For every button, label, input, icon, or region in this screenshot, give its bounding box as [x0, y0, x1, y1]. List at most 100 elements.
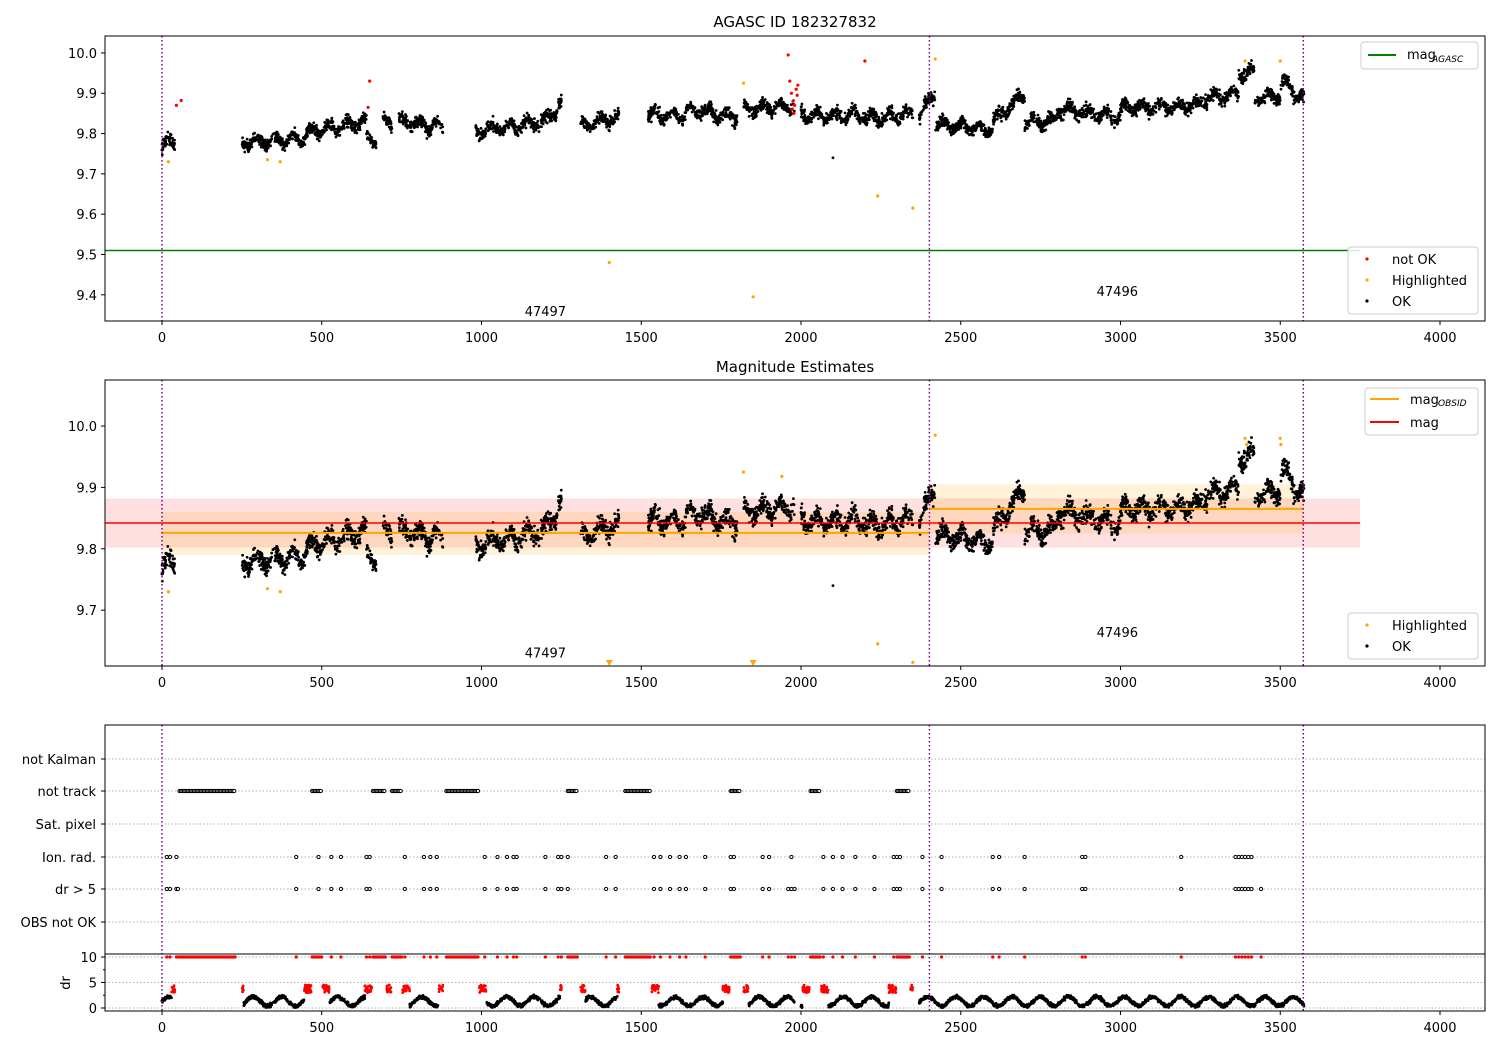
ok-point [1202, 104, 1206, 107]
not-ok-point [368, 79, 372, 83]
ok-point [758, 100, 762, 104]
ok-point [1024, 125, 1027, 129]
ok-point [1090, 116, 1093, 120]
ok-point [1065, 100, 1069, 104]
ok-point [1149, 112, 1153, 115]
ok-point [1017, 98, 1020, 101]
ok-point [258, 564, 262, 567]
ok-point [970, 133, 974, 137]
ok-point [269, 144, 272, 148]
ok-point [1196, 97, 1200, 100]
ok-point [968, 133, 971, 137]
ok-point [415, 524, 419, 528]
ok-point [579, 122, 583, 126]
ok-point [264, 570, 268, 573]
ok-point [771, 109, 775, 113]
ok-point [486, 120, 490, 124]
ok-point [287, 141, 291, 145]
ok-point [319, 130, 323, 134]
ok-point [890, 106, 894, 110]
ok-point [1010, 103, 1014, 106]
ok-point [313, 132, 317, 136]
ok-point [599, 110, 603, 114]
ok-point [341, 119, 345, 123]
ok-point [505, 120, 509, 124]
ok-point [1029, 112, 1033, 116]
ok-point [917, 116, 921, 120]
ok-point [346, 523, 349, 526]
ok-point [1257, 104, 1260, 107]
ok-point [847, 108, 851, 112]
ok-point [335, 540, 339, 544]
ok-point [1290, 87, 1294, 91]
ok-point [753, 109, 757, 112]
ok-point [966, 127, 970, 131]
ok-point [404, 518, 407, 522]
ok-point [522, 114, 526, 118]
ok-point [315, 137, 319, 141]
ok-point [266, 569, 270, 573]
ok-point [312, 121, 316, 125]
ok-point [1080, 108, 1084, 112]
ok-point [1004, 110, 1008, 114]
ok-point [1244, 78, 1248, 81]
ok-point [1177, 104, 1181, 108]
ok-point [1235, 99, 1239, 103]
ok-point [709, 112, 713, 116]
ok-point [166, 136, 170, 140]
ok-point [1012, 94, 1016, 98]
ok-point [365, 547, 368, 551]
ok-point [985, 133, 989, 137]
ok-point [611, 122, 615, 126]
ok-point [895, 113, 899, 117]
ok-point [875, 121, 879, 124]
ok-point [441, 545, 445, 549]
ok-point [1211, 99, 1215, 102]
ok-point [762, 100, 766, 103]
ok-point [657, 110, 661, 114]
ok-point [652, 105, 656, 109]
ok-point [1035, 122, 1039, 125]
ok-point [1183, 102, 1186, 106]
ok-point [867, 118, 871, 122]
ok-point [410, 130, 414, 134]
ok-point [245, 566, 249, 570]
ok-point [1128, 103, 1132, 107]
ok-point [162, 564, 166, 568]
ok-point [1173, 103, 1177, 106]
ok-point [559, 93, 563, 97]
ok-point [1159, 98, 1163, 102]
ok-point [318, 135, 322, 139]
ok-point [833, 108, 837, 112]
ok-point [275, 130, 279, 134]
ok-point [251, 554, 255, 558]
ok-point [172, 570, 176, 574]
ok-point [693, 113, 697, 117]
ok-point [474, 124, 478, 127]
ok-point [422, 118, 426, 122]
ok-point [656, 115, 660, 119]
ok-point [871, 116, 875, 120]
ok-point [532, 127, 536, 131]
ok-point [804, 122, 807, 125]
ok-point [1105, 116, 1109, 119]
ok-point [806, 115, 810, 119]
ok-point [360, 117, 364, 121]
ok-point [1205, 108, 1209, 112]
ok-point [266, 141, 270, 145]
ok-point [164, 559, 168, 563]
ok-point [259, 567, 263, 571]
ok-point [334, 135, 338, 139]
ok-point [427, 125, 431, 128]
ok-point [418, 115, 422, 118]
ok-point [1251, 67, 1255, 71]
ok-point [492, 130, 495, 133]
ok-point [299, 139, 303, 143]
ok-point [430, 538, 433, 542]
ok-point [536, 119, 540, 123]
ok-point [170, 142, 174, 145]
ok-point [929, 91, 933, 94]
ok-point [1106, 112, 1110, 116]
ok-point [338, 133, 342, 137]
ok-point [427, 536, 431, 540]
